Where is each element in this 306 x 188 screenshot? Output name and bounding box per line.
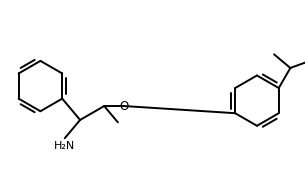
Text: H₂N: H₂N	[54, 141, 75, 151]
Text: O: O	[119, 99, 129, 113]
